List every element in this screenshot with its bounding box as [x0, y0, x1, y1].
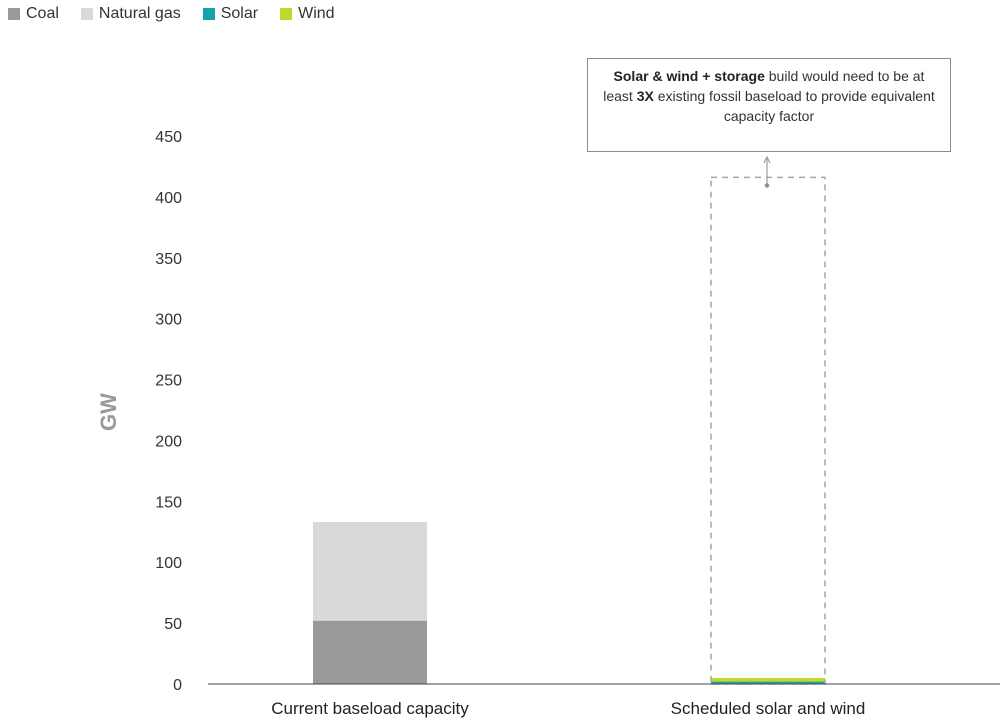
legend-swatch-wind — [280, 8, 293, 20]
y-tick-label: 100 — [155, 555, 182, 572]
legend-item-natural-gas: Natural gas — [80, 5, 181, 23]
legend-label-wind: Wind — [298, 5, 335, 22]
legend-label-natural-gas: Natural gas — [98, 5, 181, 22]
required-build-dashed-bar — [710, 176, 826, 685]
annotation-bold-1: Solar & wind + storage — [613, 68, 765, 84]
chart-legend: Coal Natural gas Solar Wind — [8, 2, 357, 26]
legend-item-wind: Wind — [280, 5, 335, 23]
y-tick-label: 250 — [155, 373, 182, 390]
y-tick-label: 400 — [155, 190, 182, 207]
y-tick-label: 200 — [155, 433, 182, 450]
bar-coal — [313, 620, 427, 684]
legend-item-solar: Solar — [202, 5, 259, 23]
y-tick-label: 300 — [155, 312, 182, 329]
x-tick-label: Current baseload capacity — [271, 699, 469, 718]
legend-label-solar: Solar — [220, 5, 259, 22]
required-build-outline — [710, 176, 826, 685]
annotation-text-2: existing fossil baseload to provide equi… — [653, 88, 935, 124]
legend-swatch-coal — [8, 8, 20, 20]
callout-arrow — [763, 155, 771, 188]
bars — [313, 522, 825, 684]
annotation-bold-2: 3X — [636, 88, 654, 104]
annotation-text-1: build would need to be at least — [603, 68, 925, 104]
y-tick-label: 350 — [155, 251, 182, 268]
x-axis-labels: Current baseload capacity Scheduled solar… — [271, 699, 865, 718]
y-axis-label: GW — [96, 393, 121, 431]
y-axis-ticks: 0 50 100 150 200 250 300 350 400 450 — [155, 129, 182, 694]
callout-arrow-head — [763, 155, 771, 164]
y-tick-label: 0 — [173, 677, 182, 694]
y-tick-label: 150 — [155, 494, 182, 511]
legend-swatch-natural-gas — [80, 8, 93, 20]
annotation-callout: Solar & wind + storage build would need … — [587, 58, 951, 152]
legend-item-coal: Coal — [8, 5, 59, 23]
legend-label-coal: Coal — [26, 5, 59, 22]
y-tick-label: 50 — [164, 616, 182, 633]
bar-solar — [711, 681, 825, 684]
bar-natural-gas — [313, 522, 427, 621]
callout-arrow-dot — [764, 183, 770, 188]
y-tick-label: 450 — [155, 129, 182, 146]
x-tick-label: Scheduled solar and wind — [671, 699, 866, 718]
bar-wind — [711, 677, 825, 682]
legend-swatch-solar — [202, 8, 215, 20]
